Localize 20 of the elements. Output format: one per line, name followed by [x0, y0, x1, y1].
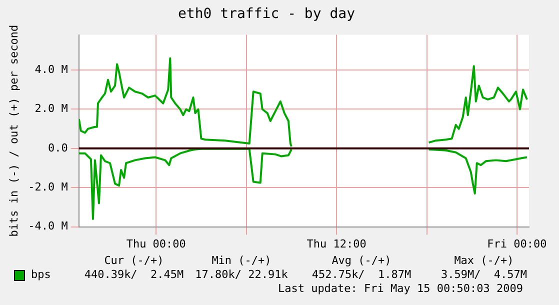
x-tick-label: Thu 12:00 [306, 237, 366, 250]
legend-label: bps [31, 268, 51, 282]
text: Min (-/+) [210, 254, 272, 268]
text: 17.80k/ 22.91k [194, 268, 289, 282]
text: Last update: Fri May 15 00:50:03 2009 [276, 282, 523, 296]
text: Avg (-/+) [330, 254, 392, 268]
text: 452.75k/ 1.87M [310, 268, 412, 282]
x-tick-label: Fri 00:00 [487, 237, 547, 250]
y-tick-label: 4.0 M [34, 62, 68, 76]
y-tick-label: 0.0 [48, 141, 68, 154]
text: Cur (-/+) [103, 254, 165, 268]
text: 440.39k/ 2.45M [84, 268, 184, 282]
chart-title: eth0 traffic - by day [178, 6, 356, 22]
y-tick-label: 2.0 M [34, 102, 68, 116]
text: 3.59M/ 4.57M [440, 268, 528, 282]
x-tick-label: Thu 00:00 [126, 237, 186, 250]
y-tick-label: -2.0 M [28, 180, 68, 194]
y-axis-title: bits in (-) / out (+) per second [7, 24, 20, 237]
text: Max (-/+) [453, 254, 515, 268]
y-tick-label: -4.0 M [28, 220, 68, 233]
